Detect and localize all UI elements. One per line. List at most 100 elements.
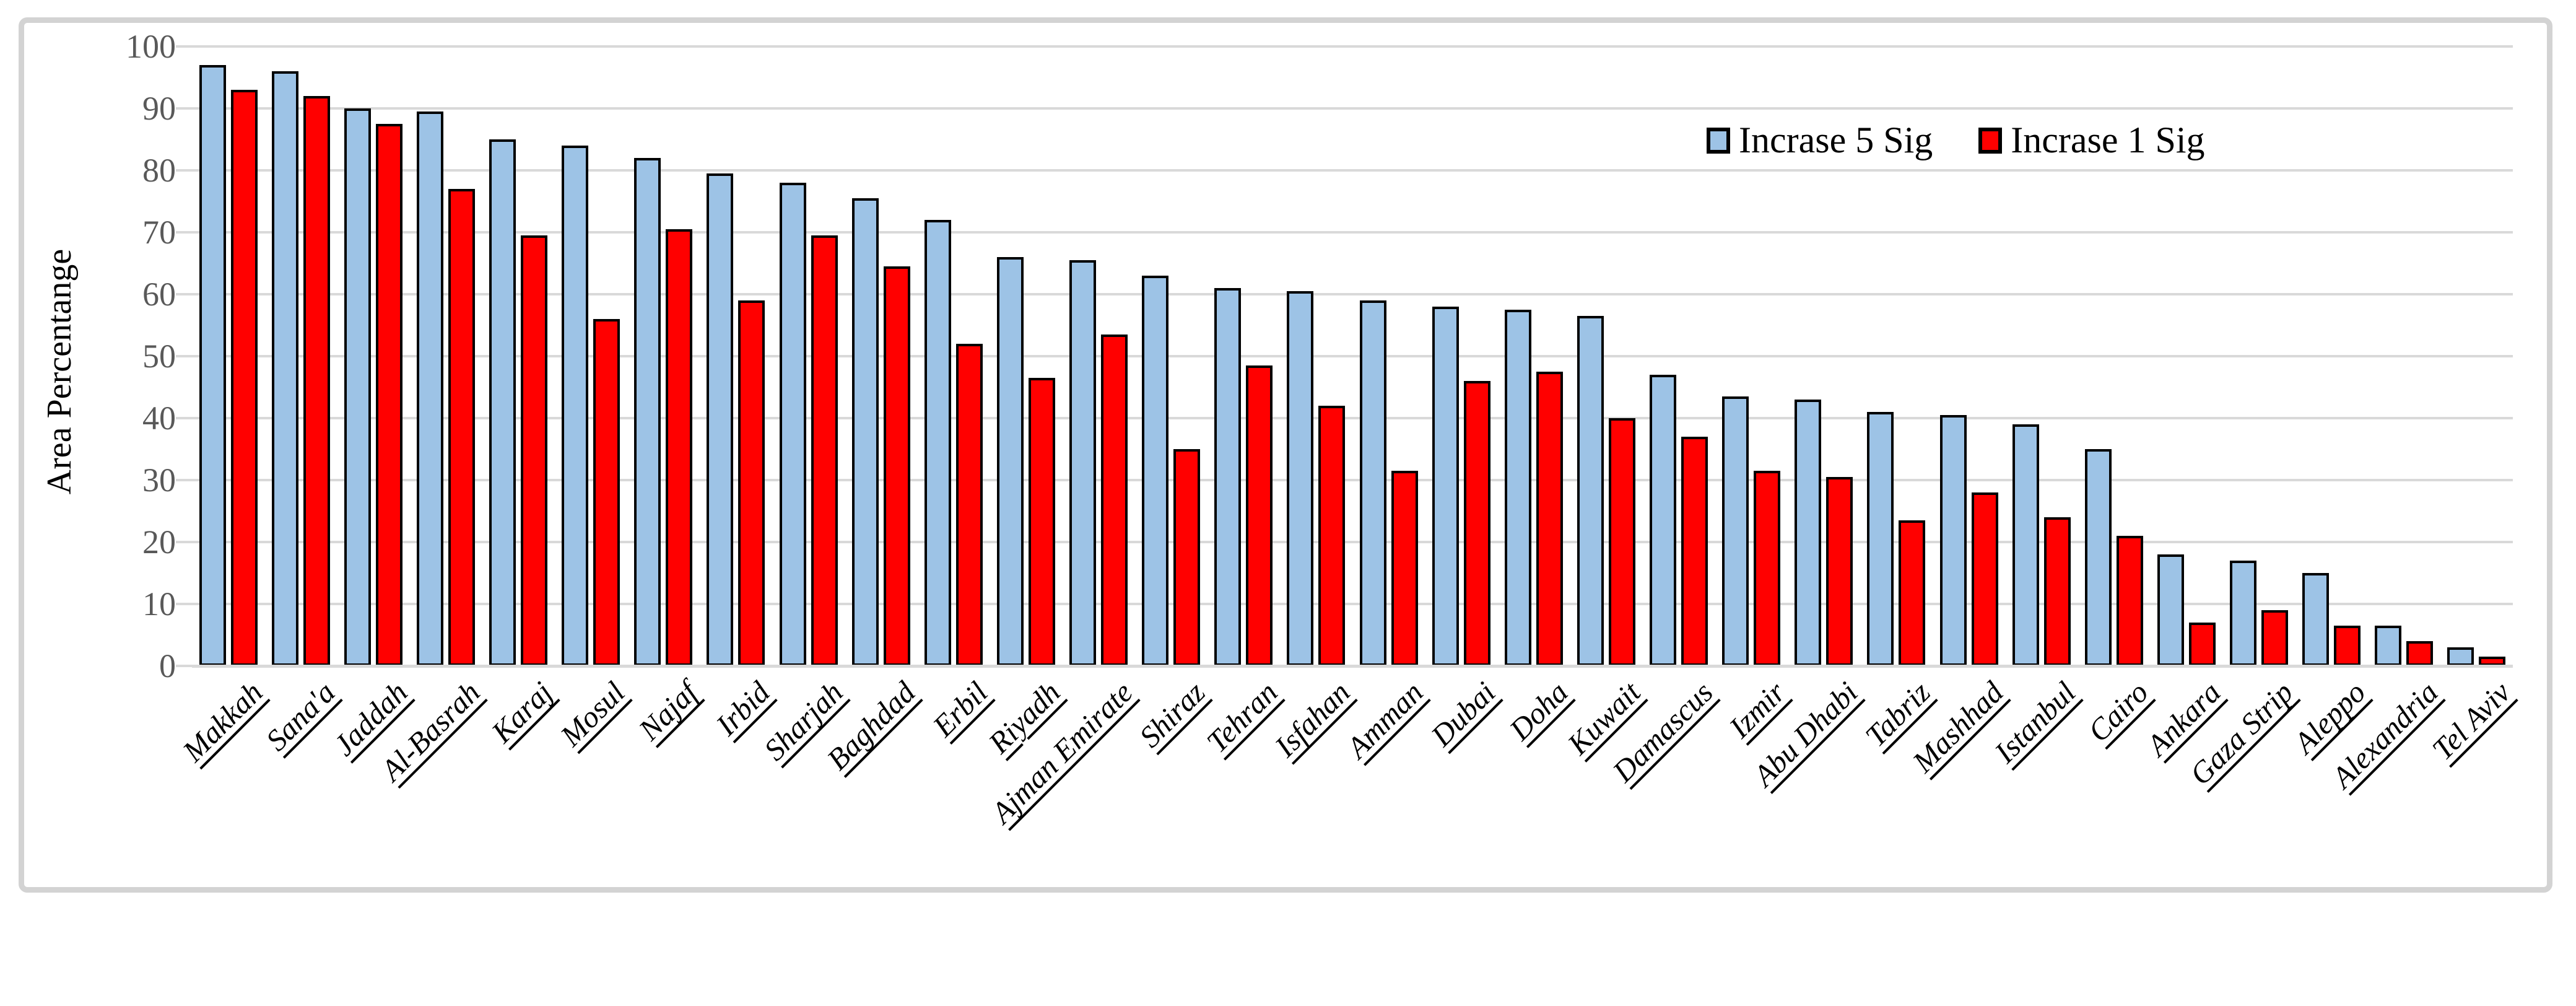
bar-incrase-1-sig-al-basrah <box>448 189 475 666</box>
bar-incrase-1-sig-sana-a <box>303 96 330 666</box>
bar-cluster-isfahan <box>1280 46 1352 666</box>
y-axis-tick-80 <box>176 169 192 172</box>
bar-cluster-doha <box>1497 46 1570 666</box>
y-tick-label-10: 10 <box>142 585 176 623</box>
bar-incrase-5-sig-tabriz <box>1867 412 1894 666</box>
bar-incrase-1-sig-istanbul <box>2043 517 2071 666</box>
gridline-90 <box>192 107 2513 110</box>
bar-incrase-5-sig-al-basrah <box>416 112 443 666</box>
bar-incrase-5-sig-dubai <box>1432 307 1459 666</box>
bar-incrase-5-sig-sharjah <box>779 183 806 666</box>
bar-incrase-1-sig-alexandria <box>2406 641 2434 666</box>
bar-incrase-1-sig-irbid <box>738 300 765 666</box>
bar-cluster-sharjah <box>772 46 845 666</box>
bar-incrase-5-sig-jaddah <box>344 108 371 666</box>
y-axis-tick-0 <box>176 665 192 667</box>
bar-cluster-erbil <box>917 46 990 666</box>
y-axis-tick-70 <box>176 231 192 234</box>
bar-incrase-5-sig-baghdad <box>851 198 879 666</box>
legend: Incrase 5 Sig Incrase 1 Sig <box>1707 119 2205 162</box>
bar-cluster-izmir <box>1715 46 1788 666</box>
bar-incrase-5-sig-shiraz <box>1142 276 1169 666</box>
bar-cluster-tel-aviv <box>2440 46 2513 666</box>
bar-cluster-aleppo <box>2295 46 2368 666</box>
bar-cluster-gaza-strip <box>2223 46 2295 666</box>
legend-item-series-2: Incrase 1 Sig <box>1978 119 2205 162</box>
bar-cluster-makkah <box>192 46 264 666</box>
legend-label-series-2: Incrase 1 Sig <box>2011 120 2205 160</box>
bar-incrase-5-sig-tel-aviv <box>2447 647 2474 666</box>
bar-incrase-5-sig-ajman-emirate <box>1069 260 1097 666</box>
bar-incrase-1-sig-riyadh <box>1028 378 1055 666</box>
y-axis-tick-30 <box>176 479 192 481</box>
bar-cluster-irbid <box>700 46 772 666</box>
bar-incrase-1-sig-kuwait <box>1608 418 1635 666</box>
bar-cluster-tabriz <box>1860 46 1933 666</box>
y-tick-label-0: 0 <box>159 647 176 685</box>
gridline-10 <box>192 603 2513 605</box>
bar-incrase-5-sig-mashhad <box>1939 415 1967 666</box>
bar-incrase-1-sig-karaj <box>521 235 548 666</box>
legend-swatch-red <box>1978 127 2003 154</box>
bar-incrase-5-sig-aleppo <box>2302 573 2330 666</box>
bar-incrase-5-sig-alexandria <box>2375 626 2402 666</box>
bar-cluster-dubai <box>1425 46 1497 666</box>
gridline-100 <box>192 45 2513 48</box>
bar-incrase-1-sig-tehran <box>1246 365 1273 666</box>
y-axis-tick-100 <box>176 45 192 48</box>
bar-incrase-5-sig-mosul <box>562 146 589 666</box>
bar-cluster-tehran <box>1208 46 1280 666</box>
bar-incrase-5-sig-sana-a <box>271 71 298 666</box>
y-axis-tick-90 <box>176 107 192 110</box>
bar-incrase-5-sig-gaza-strip <box>2230 561 2257 666</box>
bar-incrase-5-sig-istanbul <box>2012 424 2039 666</box>
gridline-70 <box>192 231 2513 234</box>
bar-incrase-1-sig-doha <box>1536 372 1563 666</box>
bar-cluster-istanbul <box>2005 46 2078 666</box>
bar-incrase-1-sig-aleppo <box>2334 626 2361 666</box>
bar-incrase-5-sig-irbid <box>707 173 734 666</box>
y-tick-label-50: 50 <box>142 338 176 375</box>
gridline-50 <box>192 355 2513 357</box>
y-tick-label-40: 40 <box>142 400 176 437</box>
y-axis-tick-40 <box>176 417 192 419</box>
bar-incrase-5-sig-doha <box>1504 310 1531 666</box>
gridline-60 <box>192 293 2513 295</box>
y-tick-label-70: 70 <box>142 214 176 251</box>
bar-cluster-najaf <box>627 46 700 666</box>
bar-incrase-5-sig-isfahan <box>1287 291 1314 666</box>
bar-cluster-karaj <box>482 46 555 666</box>
y-tick-label-100: 100 <box>126 28 176 65</box>
bar-incrase-1-sig-shiraz <box>1173 449 1201 666</box>
bar-cluster-mosul <box>555 46 627 666</box>
bar-incrase-1-sig-cairo <box>2116 536 2143 666</box>
bar-incrase-5-sig-amman <box>1359 300 1386 666</box>
bar-cluster-jaddah <box>337 46 409 666</box>
bar-incrase-1-sig-ajman-emirate <box>1101 335 1128 666</box>
bar-incrase-5-sig-riyadh <box>996 257 1024 666</box>
legend-item-series-1: Incrase 5 Sig <box>1707 119 1933 162</box>
chart-canvas: Area Percentange 0 10 20 30 40 50 60 70 80 90 100 … <box>19 17 2552 893</box>
bar-cluster-al-basrah <box>409 46 482 666</box>
bar-incrase-1-sig-ankara <box>2188 623 2216 666</box>
bar-incrase-5-sig-kuwait <box>1577 316 1604 666</box>
bar-incrase-1-sig-gaza-strip <box>2261 610 2289 666</box>
y-tick-label-90: 90 <box>142 90 176 127</box>
bar-incrase-1-sig-izmir <box>1754 471 1781 666</box>
bar-cluster-sana-a <box>264 46 337 666</box>
bar-incrase-5-sig-ankara <box>2157 554 2184 666</box>
bar-cluster-cairo <box>2078 46 2150 666</box>
bar-incrase-1-sig-jaddah <box>375 124 402 666</box>
bar-cluster-alexandria <box>2368 46 2440 666</box>
bar-cluster-damascus <box>1643 46 1715 666</box>
bar-incrase-1-sig-makkah <box>230 90 258 666</box>
bar-incrase-5-sig-tehran <box>1214 288 1242 666</box>
bar-incrase-1-sig-baghdad <box>883 266 910 666</box>
y-axis-tick-10 <box>176 603 192 605</box>
bar-incrase-5-sig-cairo <box>2084 449 2112 666</box>
legend-swatch-blue <box>1707 127 1730 154</box>
bar-incrase-5-sig-makkah <box>199 65 226 666</box>
bar-incrase-1-sig-amman <box>1391 471 1418 666</box>
y-axis-tick-60 <box>176 293 192 295</box>
y-tick-label-80: 80 <box>142 152 176 189</box>
